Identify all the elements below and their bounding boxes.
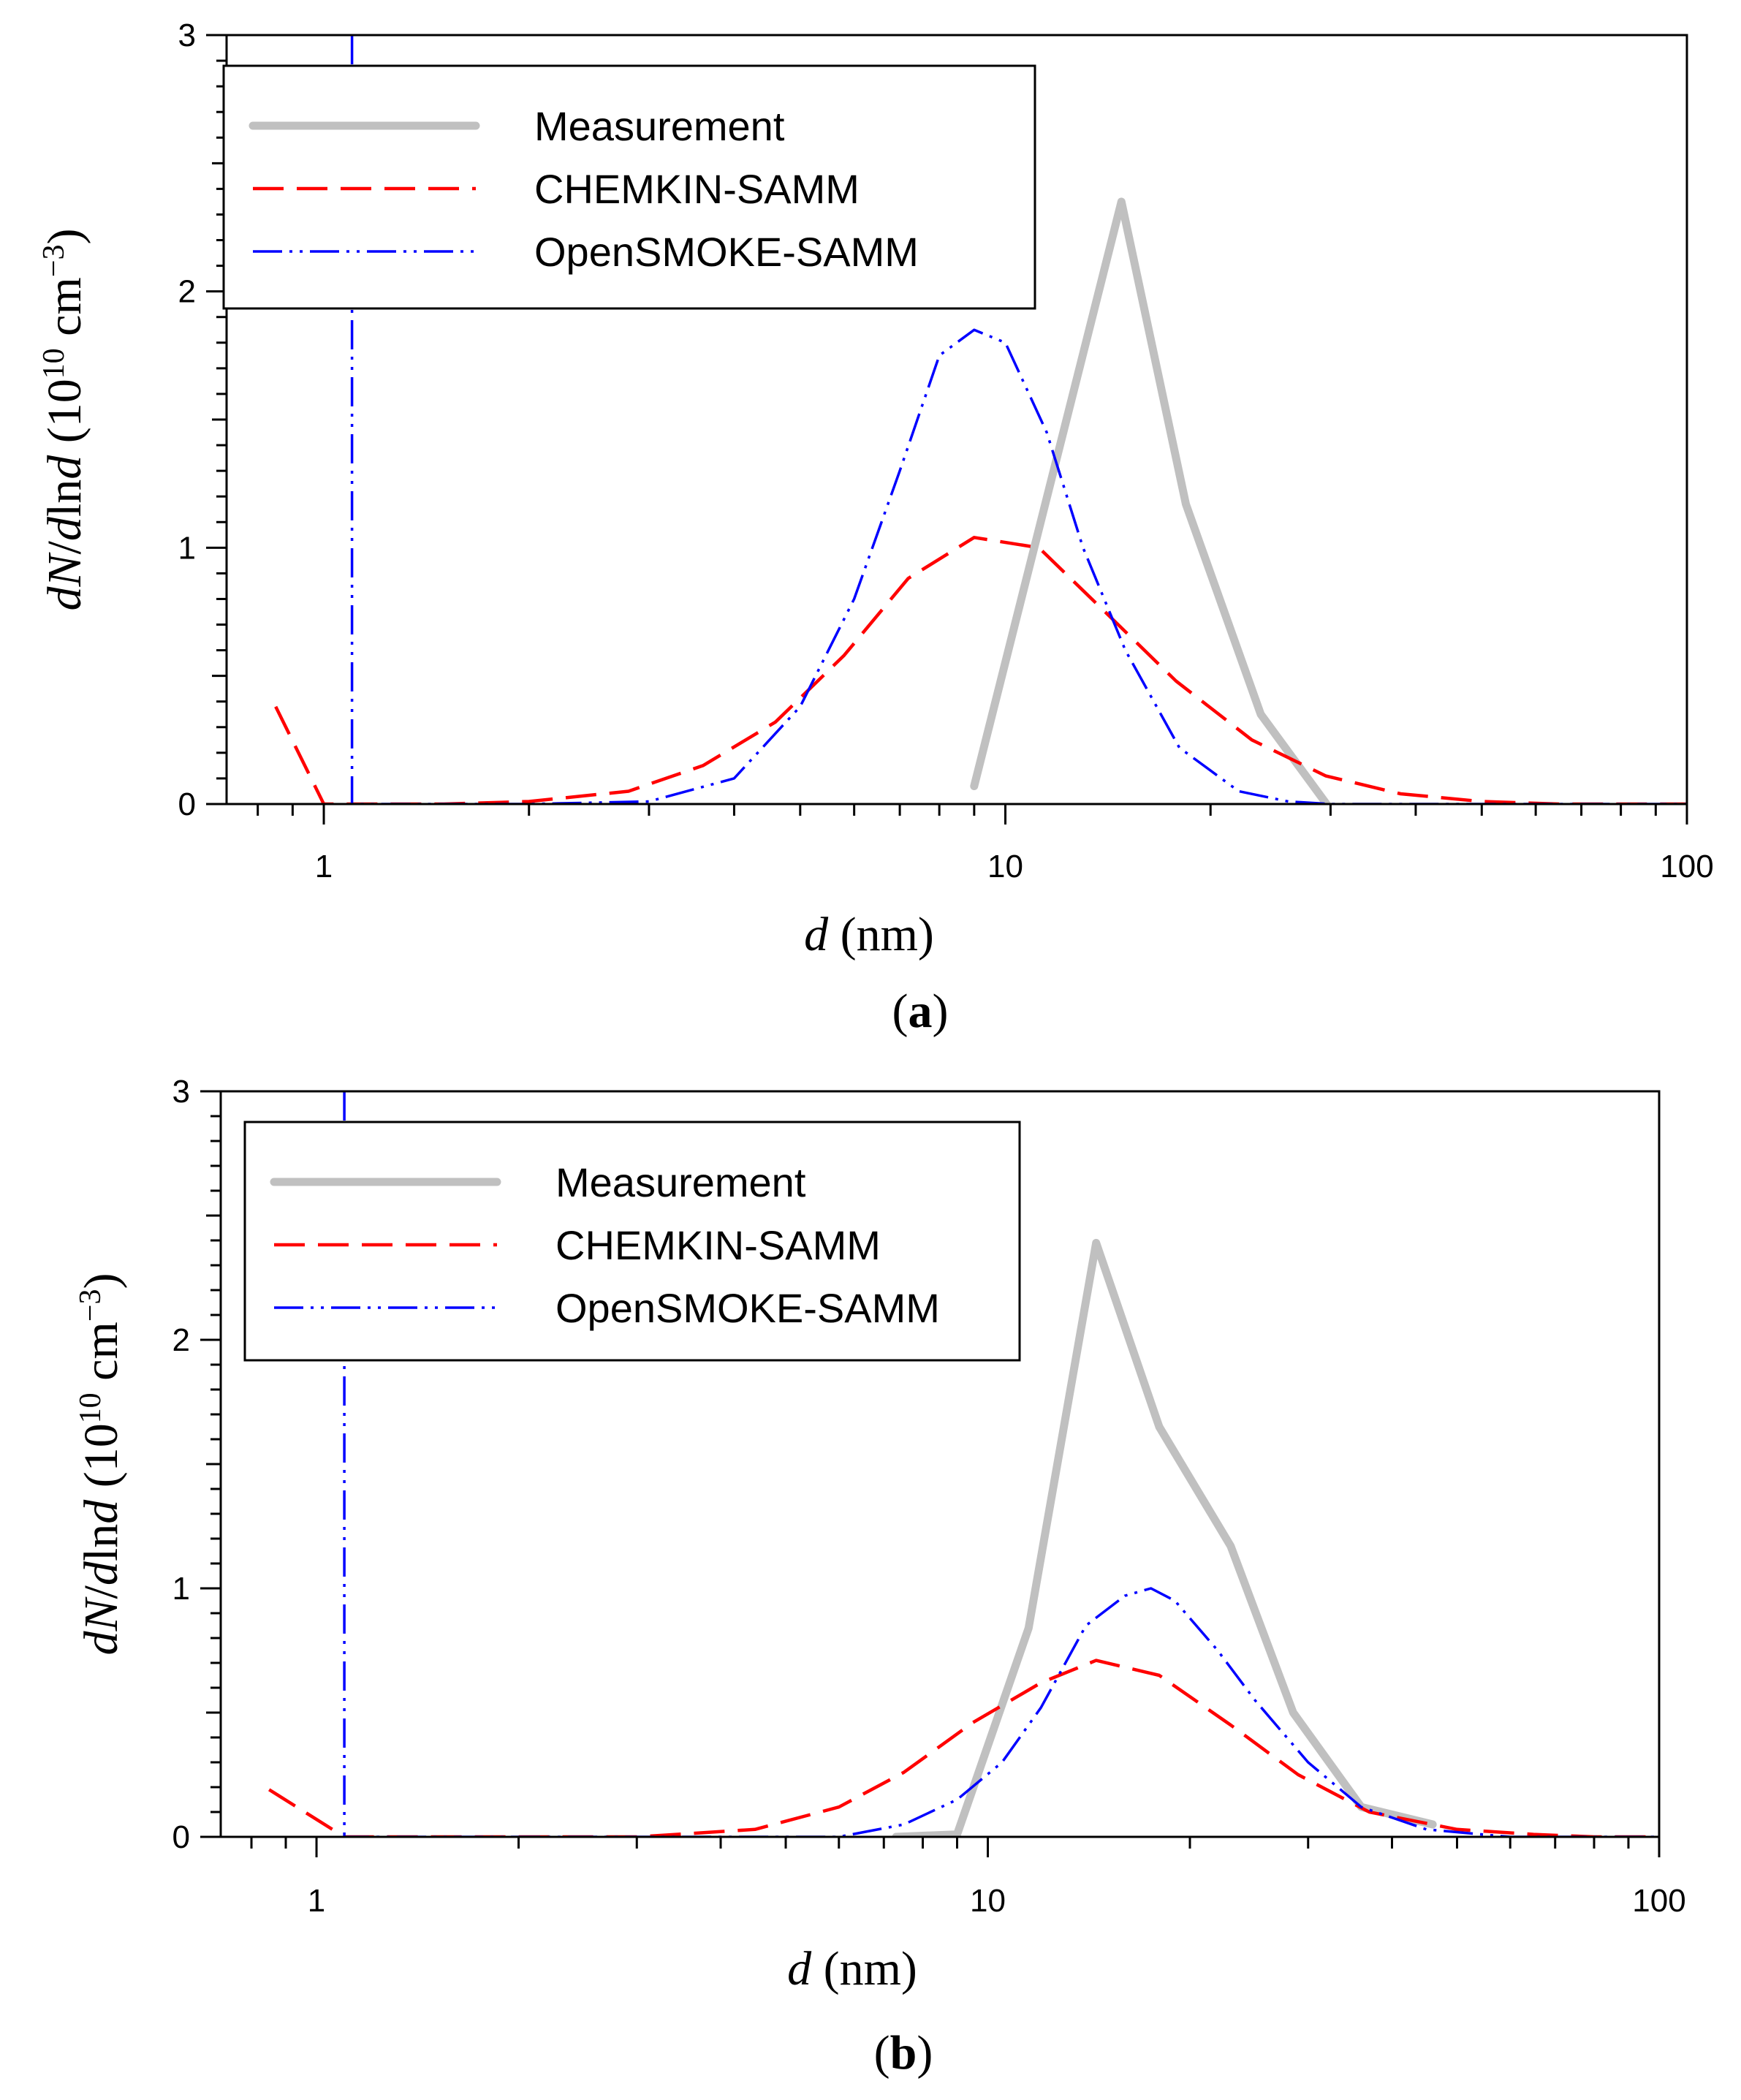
x-tick-label: 10 — [970, 1883, 1006, 1919]
y-tick-label: 0 — [172, 1819, 190, 1855]
y-tick-label: 2 — [178, 274, 196, 310]
y-tick-label: 1 — [178, 530, 196, 566]
y-axis-label: dN/dlnd (1010 cm−3) — [37, 228, 91, 610]
series-measurement — [970, 197, 1331, 804]
y-tick-label: 1 — [172, 1571, 190, 1607]
x-tick-label: 1 — [315, 849, 333, 884]
x-ticks — [257, 804, 1688, 825]
y-axis-label: dN/dlnd (1010 cm−3) — [74, 1273, 128, 1655]
x-tick-label: 1 — [308, 1883, 325, 1919]
series-chemkin — [268, 1659, 1659, 1837]
y-tick-label: 3 — [178, 18, 196, 53]
panel-label: (a) — [892, 985, 949, 1038]
chart-panel-b: 1 10 100 0 1 2 3 d (nm) dN/dlnd (1010 cm−3) (b) Me… — [74, 1074, 1686, 2080]
chart-panel-a: 1 10 100 0 1 2 3 d (nm) dN/dlnd (1010 cm−3) (a) Me… — [37, 18, 1714, 1038]
x-axis-label: d (nm) — [787, 1942, 917, 1995]
x-axis-label: d (nm) — [804, 908, 934, 961]
series-measurement — [892, 1238, 1437, 1837]
legend-label-opensmoke: OpenSMOKE-SAMM — [534, 229, 919, 275]
legend-label-chemkin: CHEMKIN-SAMM — [555, 1222, 881, 1268]
legend-label-opensmoke: OpenSMOKE-SAMM — [555, 1285, 940, 1331]
x-ticks — [250, 1837, 1661, 1857]
x-tick-label: 100 — [1632, 1883, 1685, 1919]
legend-label-chemkin: CHEMKIN-SAMM — [534, 166, 860, 212]
x-tick-label: 10 — [987, 849, 1023, 884]
legend: Measurement CHEMKIN-SAMM OpenSMOKE-SAMM — [243, 1121, 1021, 1362]
legend-label-measurement: Measurement — [534, 103, 785, 149]
series-chemkin — [274, 536, 1687, 804]
y-ticks — [200, 1090, 221, 1838]
legend: Measurement CHEMKIN-SAMM OpenSMOKE-SAMM — [222, 64, 1036, 310]
y-tick-label: 2 — [172, 1322, 190, 1358]
x-tick-label: 100 — [1660, 849, 1713, 884]
series-group — [268, 1091, 1659, 1837]
series-opensmoke — [343, 1091, 1659, 1837]
panel-label: (b) — [874, 2026, 933, 2080]
legend-label-measurement: Measurement — [555, 1159, 806, 1205]
y-tick-label: 0 — [178, 786, 196, 822]
y-tick-label: 3 — [172, 1074, 190, 1110]
legend-box — [243, 1121, 1021, 1362]
